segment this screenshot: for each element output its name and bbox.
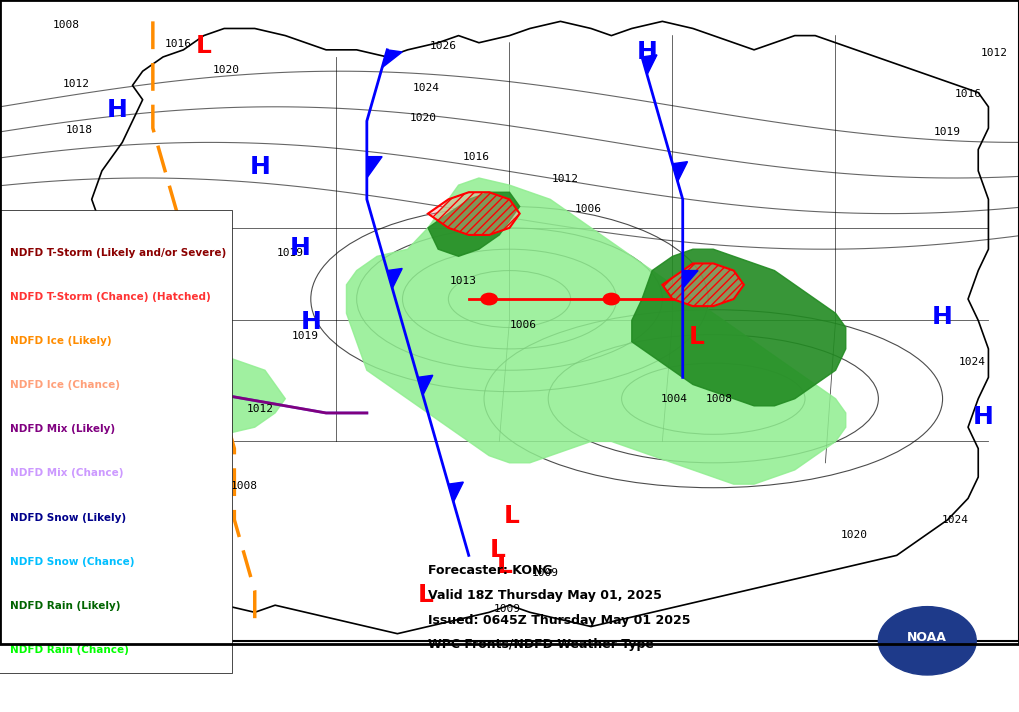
Polygon shape	[448, 482, 464, 502]
Text: Valid 18Z Thursday May 01, 2025: Valid 18Z Thursday May 01, 2025	[428, 589, 662, 602]
Text: Forecaster: KONG: Forecaster: KONG	[428, 564, 552, 577]
Text: NDFD Ice (Chance): NDFD Ice (Chance)	[10, 380, 120, 390]
Text: L: L	[418, 582, 434, 607]
Text: 1020: 1020	[410, 113, 436, 123]
Text: 1009: 1009	[532, 568, 558, 578]
Text: H: H	[107, 98, 127, 122]
Polygon shape	[418, 375, 433, 395]
Text: L: L	[196, 34, 212, 58]
Text: L: L	[489, 538, 505, 562]
FancyBboxPatch shape	[0, 210, 232, 673]
Text: L: L	[84, 465, 100, 489]
Text: 1019: 1019	[934, 127, 961, 137]
Text: 1016: 1016	[955, 89, 981, 99]
Text: NDFD T-Storm (Likely and/or Severe): NDFD T-Storm (Likely and/or Severe)	[10, 248, 226, 258]
Text: 1018: 1018	[68, 379, 95, 389]
Text: L: L	[496, 554, 513, 578]
Text: H: H	[932, 305, 953, 329]
Polygon shape	[387, 268, 403, 288]
Text: 1024: 1024	[942, 515, 968, 525]
Polygon shape	[642, 55, 657, 75]
Text: 1019: 1019	[277, 248, 304, 258]
Text: L: L	[503, 504, 520, 528]
Text: NDFD Ice (Likely): NDFD Ice (Likely)	[10, 336, 112, 346]
Circle shape	[878, 607, 976, 675]
Polygon shape	[632, 249, 846, 406]
Text: NDFD Rain (Likely): NDFD Rain (Likely)	[10, 601, 120, 611]
Polygon shape	[82, 377, 183, 420]
Text: H: H	[290, 236, 311, 260]
Text: 1012: 1012	[981, 48, 1008, 58]
Text: 1008: 1008	[231, 481, 258, 491]
Text: L: L	[58, 429, 74, 454]
Text: 1012: 1012	[247, 404, 273, 414]
Text: NOAA: NOAA	[907, 631, 948, 644]
Text: H: H	[973, 404, 994, 429]
Text: NDFD Mix (Chance): NDFD Mix (Chance)	[10, 468, 123, 478]
Circle shape	[481, 293, 497, 305]
Text: L: L	[689, 325, 705, 349]
Polygon shape	[382, 50, 403, 68]
Text: 1008: 1008	[53, 20, 79, 30]
Text: 1006: 1006	[575, 204, 601, 214]
Text: 1016: 1016	[165, 39, 192, 49]
Circle shape	[603, 293, 620, 305]
Text: 1004: 1004	[661, 394, 688, 404]
Text: H: H	[637, 40, 657, 64]
Polygon shape	[662, 263, 744, 306]
Polygon shape	[367, 157, 382, 178]
Text: H: H	[250, 155, 270, 179]
Text: NDFD Rain (Chance): NDFD Rain (Chance)	[10, 645, 129, 655]
Text: 1012: 1012	[63, 79, 90, 89]
Text: WPC Fronts/NDFD Weather Type: WPC Fronts/NDFD Weather Type	[428, 639, 654, 651]
Polygon shape	[346, 178, 846, 484]
Text: 1024: 1024	[413, 83, 439, 93]
Text: 1016: 1016	[463, 152, 489, 162]
Text: 1026: 1026	[430, 41, 457, 51]
Polygon shape	[82, 342, 285, 441]
Polygon shape	[428, 192, 520, 235]
Text: H: H	[301, 310, 321, 334]
FancyBboxPatch shape	[0, 0, 1019, 641]
Text: 1012: 1012	[552, 174, 579, 184]
Polygon shape	[673, 162, 688, 182]
Polygon shape	[428, 192, 520, 256]
Text: Issued: 0645Z Thursday May 01 2025: Issued: 0645Z Thursday May 01 2025	[428, 614, 691, 627]
Text: 1019: 1019	[292, 331, 319, 341]
Text: 1008: 1008	[706, 394, 733, 404]
Text: 1020: 1020	[213, 65, 239, 75]
Text: 1012: 1012	[53, 451, 79, 461]
Text: 1020: 1020	[841, 530, 867, 540]
Text: NDFD T-Storm (Chance) (Hatched): NDFD T-Storm (Chance) (Hatched)	[10, 292, 211, 302]
Text: 1006: 1006	[510, 320, 536, 330]
Text: NDFD Snow (Likely): NDFD Snow (Likely)	[10, 513, 126, 523]
Text: 1018: 1018	[66, 125, 93, 135]
Text: 1013: 1013	[450, 276, 477, 286]
Text: NDFD Mix (Likely): NDFD Mix (Likely)	[10, 424, 115, 434]
Text: 1009: 1009	[494, 604, 521, 614]
Text: L: L	[129, 493, 146, 518]
Text: 1024: 1024	[959, 357, 985, 367]
Text: NDFD Snow (Chance): NDFD Snow (Chance)	[10, 557, 135, 567]
Polygon shape	[683, 271, 698, 288]
